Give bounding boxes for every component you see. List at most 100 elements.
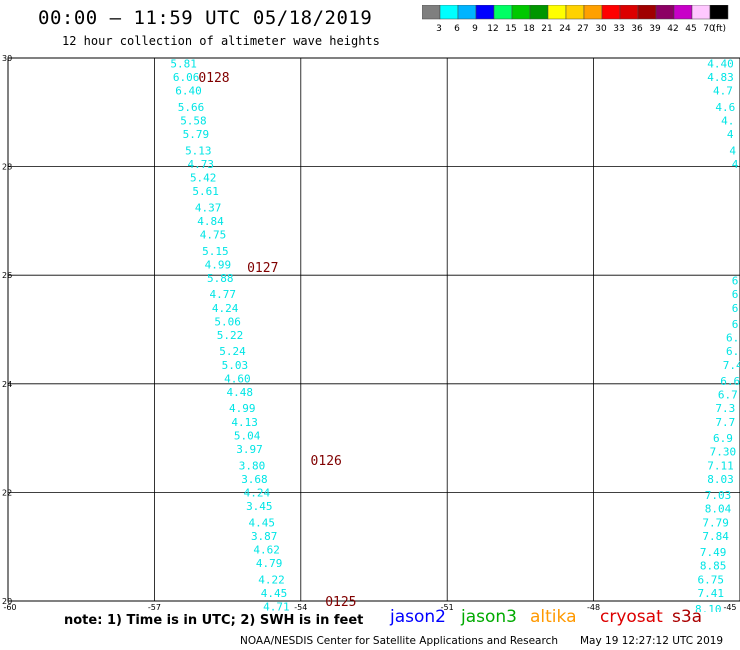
wave-height-label: 4: [729, 144, 736, 157]
wave-height-label: 4.24: [244, 486, 271, 499]
wave-height-label: 4.84: [197, 215, 224, 228]
legend-label: 39: [649, 24, 661, 34]
chart-title: 00:00 – 11:59 UTC 05/18/2019: [38, 7, 373, 29]
legend-label: 15: [505, 24, 516, 34]
wave-height-label: 4.22: [258, 573, 285, 586]
track-label: 0128: [198, 71, 229, 86]
wave-height-label: 4.71: [263, 600, 290, 612]
wave-height-label: 6.75: [697, 573, 724, 586]
legend-label: 21: [541, 24, 552, 34]
wave-height-label: 3.97: [236, 443, 263, 456]
mission-s3a: s3a: [672, 607, 703, 627]
legend-label: 36: [631, 24, 643, 34]
wave-height-label: 4.40: [707, 57, 734, 70]
legend-label: 27: [577, 24, 588, 34]
wave-height-label: 8.10: [695, 603, 722, 612]
legend-label: 3: [436, 24, 442, 34]
mission-jason2: jason2: [390, 607, 446, 627]
legend-label: 45: [685, 24, 696, 34]
wave-height-label: 5.04: [234, 429, 261, 442]
wave-height-label: 7.41: [697, 587, 724, 600]
legend-unit: (ft): [712, 24, 726, 34]
y-tick-label: 28: [2, 163, 12, 172]
x-tick-label: -57: [148, 603, 161, 612]
x-tick-label: -54: [294, 603, 307, 612]
y-tick-label: 30: [2, 54, 12, 63]
wave-height-label: 7.79: [702, 516, 729, 529]
wave-height-label: 6.: [726, 345, 739, 358]
wave-height-label: 3.80: [239, 459, 266, 472]
x-tick-label: -48: [587, 603, 600, 612]
wave-height-label: 6: [732, 275, 739, 288]
legend-label: 33: [613, 24, 624, 34]
legend-label: 24: [559, 24, 571, 34]
wave-height-label: 5.58: [180, 114, 207, 127]
credit-line: NOAA/NESDIS Center for Satellite Applica…: [240, 635, 558, 647]
y-tick-label: 24: [2, 380, 12, 389]
legend-label: 70: [703, 24, 715, 34]
wave-height-label: 5.24: [219, 345, 246, 358]
wave-height-label: 5.15: [202, 245, 229, 258]
wave-height-label: 4.83: [707, 71, 734, 84]
wave-height-label: 3.87: [251, 530, 278, 543]
footer-note: note: 1) Time is in UTC; 2) SWH is in fe…: [64, 613, 364, 628]
legend-label: 6: [454, 24, 460, 34]
wave-height-label: 6: [732, 302, 739, 315]
wave-height-label: 4.45: [261, 587, 288, 600]
wave-height-label: 4.79: [256, 557, 283, 570]
wave-height-label: 4.45: [249, 516, 276, 529]
track-label: 0126: [311, 454, 342, 469]
legend-label: 30: [595, 24, 607, 34]
wave-height-label: 5.81: [170, 57, 197, 70]
wave-height-label: 4.48: [227, 386, 254, 399]
wave-height-label: 6.06: [173, 71, 200, 84]
wave-height-label: 5.42: [190, 171, 217, 184]
plot-frame: [7, 57, 740, 602]
mission-altika: altika: [530, 607, 577, 627]
wave-height-label: 6.: [726, 332, 739, 345]
wave-height-label: 8.03: [707, 473, 734, 486]
wave-height-label: 6.40: [175, 85, 202, 98]
wave-height-label: 7.4: [723, 359, 740, 372]
wave-height-label: 5.79: [183, 128, 210, 141]
track-label: 0125: [325, 595, 356, 610]
wave-height-label: 4: [727, 128, 734, 141]
mission-jason3: jason3: [461, 607, 517, 627]
wave-height-label: 4.99: [229, 402, 256, 415]
x-tick-label: -60: [3, 603, 16, 612]
wave-height-label: 4.73: [188, 158, 215, 171]
wave-height-label: 7.7: [715, 416, 735, 429]
wave-height-label: 4.13: [231, 416, 258, 429]
wave-height-label: 7.11: [707, 459, 734, 472]
wave-height-label: 5.22: [217, 329, 244, 342]
wave-height-label: 4.37: [195, 201, 222, 214]
track-label: 0127: [247, 261, 278, 276]
legend-label: 9: [472, 24, 478, 34]
x-tick-label: -45: [723, 603, 736, 612]
wave-height-label: 6.6: [720, 375, 740, 388]
wave-height-label: 7.84: [702, 530, 729, 543]
wave-height-label: 5.61: [192, 185, 219, 198]
wave-height-label: 8.85: [700, 560, 727, 573]
wave-height-label: 6.9: [713, 432, 733, 445]
wave-height-label: 5.03: [222, 359, 249, 372]
x-tick-label: -51: [441, 603, 454, 612]
generated-timestamp: May 19 12:27:12 UTC 2019: [580, 635, 724, 647]
legend-label: 42: [667, 24, 678, 34]
mission-cryosat: cryosat: [600, 607, 663, 627]
legend-label: 18: [523, 24, 535, 34]
wave-height-label: 6: [732, 288, 739, 301]
y-tick-label: 22: [2, 488, 12, 497]
wave-height-label: 4.60: [224, 372, 251, 385]
wave-height-label: 6: [732, 318, 739, 331]
y-tick-label: 20: [2, 597, 12, 606]
wave-height-label: 5.13: [185, 144, 212, 157]
wave-height-label: 7.3: [715, 402, 735, 415]
legend-label: 12: [487, 24, 498, 34]
wave-height-label: 4.99: [205, 258, 232, 271]
wave-height-label: 7.49: [700, 546, 727, 559]
wave-height-label: 5.06: [214, 315, 241, 328]
wave-height-label: 8.04: [705, 503, 732, 516]
color-legend: 3 6 9 12 15 18 21 24 27 30 33 36 39 42 45 70(ft): [422, 5, 729, 34]
